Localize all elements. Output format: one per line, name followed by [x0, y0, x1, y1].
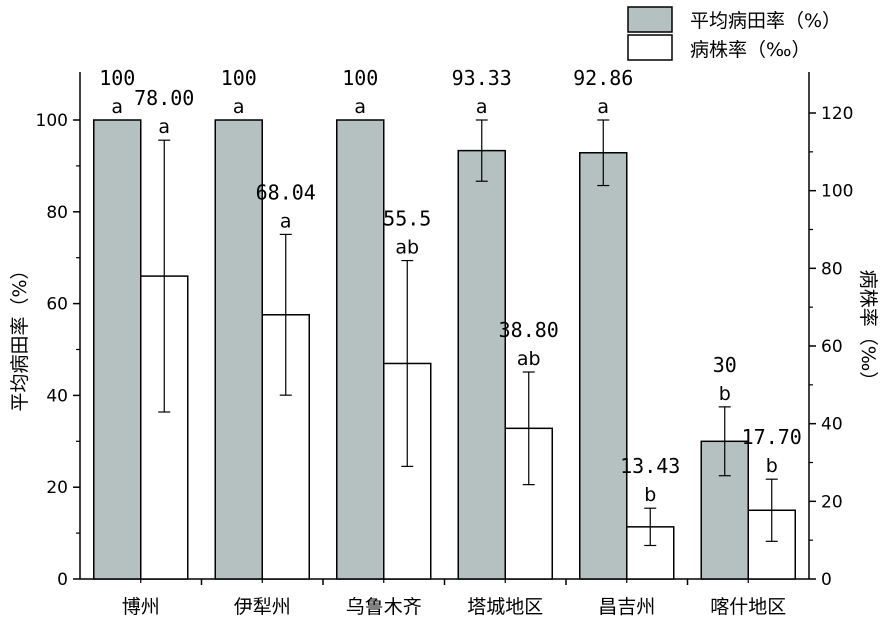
x-tick-label: 喀什地区 — [710, 596, 786, 618]
data-label-plant-rate: 68.04 — [256, 180, 316, 204]
plot-area: 0 20 40 60 80 100 0 20 40 60 80 100 120 博州 a 100 a 78.00 伊… — [36, 66, 854, 618]
data-label-plant-rate: 78.00 — [134, 86, 194, 110]
significance-letter-plant-rate: a — [280, 210, 292, 232]
data-label-plant-rate: 17.70 — [742, 425, 802, 449]
significance-letter-plant-rate: ab — [517, 348, 541, 370]
legend-label-incidence: 平均病田率（%） — [690, 10, 841, 32]
legend-swatch-incidence — [627, 6, 673, 33]
legend-swatch-plant-rate — [627, 34, 673, 61]
data-label-plant-rate: 55.5 — [383, 207, 431, 231]
data-label-incidence: 100 — [221, 66, 257, 90]
left-tick-label: 20 — [46, 478, 68, 498]
bar-incidence — [93, 119, 142, 580]
left-tick-label: 60 — [46, 295, 68, 315]
x-tick-label: 乌鲁木齐 — [346, 596, 422, 618]
bar-incidence — [457, 149, 506, 580]
left-axis-label: 平均病田率（%） — [9, 260, 31, 411]
right-tick-label: 0 — [821, 570, 832, 590]
left-tick-label: 80 — [46, 203, 68, 223]
right-tick-label: 20 — [821, 492, 843, 512]
data-label-incidence: 93.33 — [452, 66, 512, 90]
significance-letter-plant-rate: b — [644, 484, 656, 506]
right-tick-label: 120 — [821, 104, 853, 124]
x-tick-label: 伊犁州 — [234, 596, 291, 618]
right-tick-label: 80 — [821, 259, 843, 279]
significance-letter-plant-rate: a — [158, 116, 170, 138]
significance-letter-incidence: a — [476, 96, 488, 118]
significance-letter-plant-rate: b — [766, 455, 778, 477]
right-tick-label: 100 — [821, 182, 853, 202]
significance-letter-incidence: a — [111, 96, 123, 118]
data-label-incidence: 100 — [342, 66, 378, 90]
x-tick-label: 博州 — [122, 596, 160, 618]
data-label-incidence: 92.86 — [573, 66, 633, 90]
data-label-plant-rate: 13.43 — [620, 454, 680, 478]
bar-incidence — [579, 152, 628, 580]
significance-letter-incidence: b — [719, 383, 731, 405]
legend: 平均病田率（%） 病株率（‰） — [627, 6, 841, 61]
right-axis-label: 病株率（‰） — [857, 270, 879, 391]
significance-letter-incidence: a — [233, 96, 245, 118]
bar-incidence — [336, 119, 385, 580]
significance-letter-incidence: a — [597, 96, 609, 118]
data-label-plant-rate: 38.80 — [499, 318, 559, 342]
left-tick-label: 40 — [46, 386, 68, 406]
data-label-incidence: 30 — [713, 353, 737, 377]
significance-letter-plant-rate: ab — [395, 237, 419, 259]
legend-label-plant-rate: 病株率（‰） — [690, 39, 811, 61]
data-label-incidence: 100 — [99, 66, 135, 90]
significance-letter-incidence: a — [354, 96, 366, 118]
x-tick-label: 塔城地区 — [467, 596, 543, 618]
x-tick-label: 昌吉州 — [598, 596, 655, 618]
right-tick-label: 60 — [821, 337, 843, 357]
right-tick-label: 40 — [821, 415, 843, 435]
left-tick-label: 0 — [57, 570, 68, 590]
left-tick-label: 100 — [36, 111, 68, 131]
